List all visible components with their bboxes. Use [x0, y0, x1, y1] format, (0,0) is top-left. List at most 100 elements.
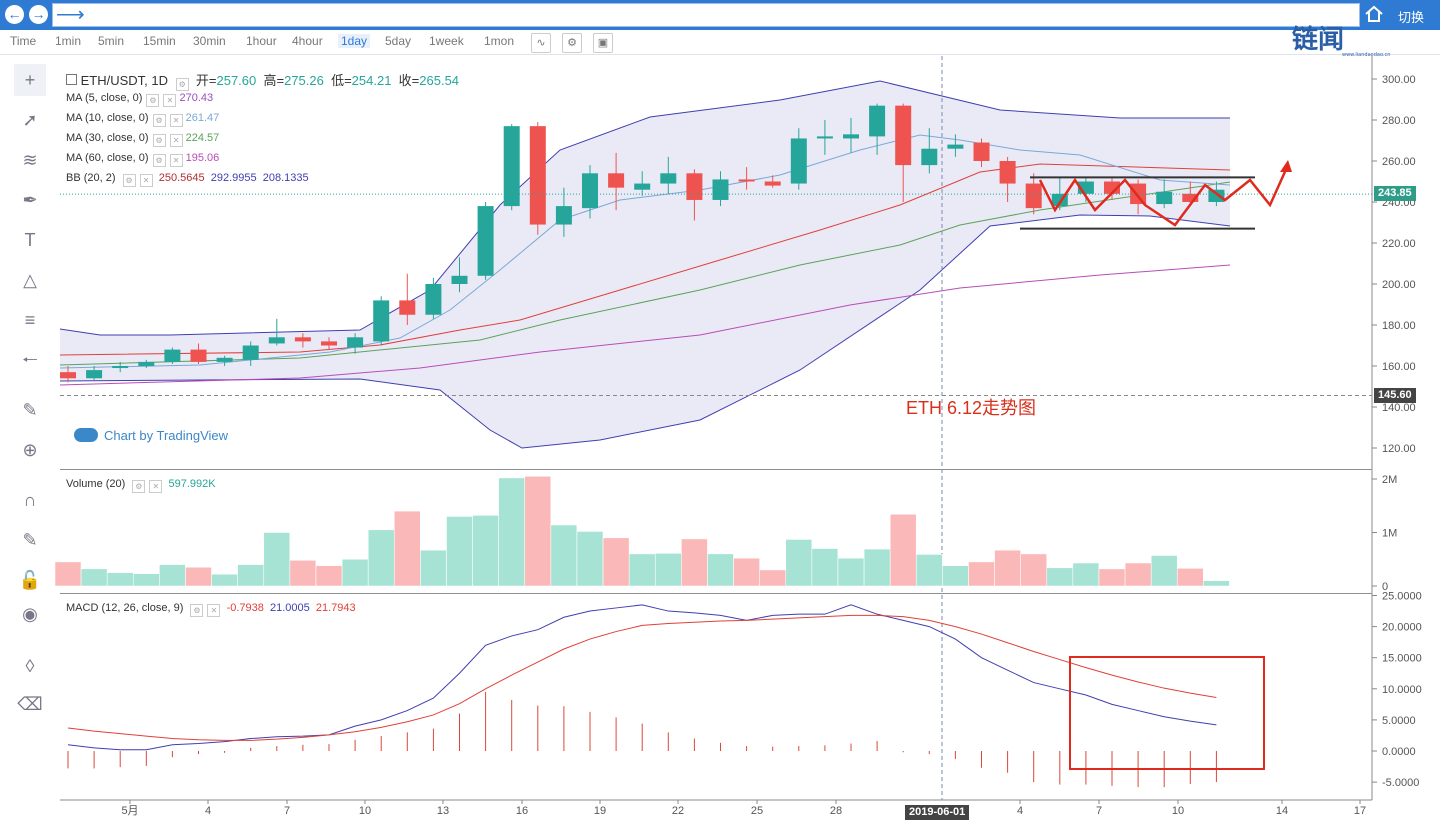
- candle-body: [660, 173, 677, 184]
- forward-arrow-icon[interactable]: →: [29, 5, 48, 24]
- price-tick-label: 280.00: [1382, 115, 1416, 127]
- candle-body: [764, 181, 781, 186]
- close-icon[interactable]: ✕: [163, 94, 177, 107]
- volume-bar: [863, 548, 891, 587]
- timeframe-15min[interactable]: 15min: [143, 34, 176, 48]
- indicator-settings-icon[interactable]: ⚙: [562, 33, 582, 53]
- bollinger-lower-line: [59, 214, 1231, 449]
- timeframe-1min[interactable]: 1min: [55, 34, 82, 48]
- close-icon[interactable]: ✕: [169, 154, 183, 167]
- symbol-label: ETH/USDT, 1D: [80, 73, 169, 88]
- timeframe-1week[interactable]: 1week: [429, 34, 464, 48]
- price-tick-label: 120.00: [1382, 443, 1416, 455]
- fib-icon[interactable]: ≡: [24, 310, 36, 330]
- timeframe-1mon[interactable]: 1mon: [484, 34, 515, 48]
- settings-icon[interactable]: ⚙: [152, 114, 166, 127]
- volume-bar: [420, 549, 447, 587]
- candle-body: [451, 275, 468, 284]
- time-tick-label: 25: [751, 805, 763, 817]
- settings-icon[interactable]: ⚙: [152, 154, 166, 167]
- volume-bar: [237, 564, 264, 587]
- candle-body: [1025, 183, 1042, 209]
- settings-icon[interactable]: ⚙: [122, 174, 136, 187]
- settings-icon[interactable]: ⚙: [132, 480, 146, 493]
- close-icon[interactable]: ✕: [149, 480, 163, 493]
- time-tick-label: 17: [1354, 805, 1366, 817]
- address-bar[interactable]: ⟶: [52, 3, 1360, 27]
- price-tick-label: 260.00: [1382, 156, 1416, 168]
- zoom-in-icon[interactable]: ⊕: [22, 440, 38, 460]
- candle-body: [1130, 183, 1147, 205]
- close-icon[interactable]: ✕: [139, 174, 153, 187]
- switch-button[interactable]: 切换: [1398, 10, 1425, 25]
- eye-icon[interactable]: ◉: [22, 604, 38, 624]
- ma-legend: MA (60, close, 0) ⚙ ✕ 195.06: [66, 152, 219, 167]
- volume-bar: [1072, 562, 1100, 587]
- candle-body: [582, 173, 598, 209]
- volume-bar: [211, 573, 238, 587]
- ruler-icon[interactable]: ✎: [22, 400, 38, 420]
- macd-highlight-box: [1069, 656, 1265, 770]
- volume-bar: [759, 569, 786, 587]
- timeframe-bar: Time 1min 5min 15min 30min 1hour 4hour 1day 5day…: [0, 30, 1440, 55]
- price-tick-label: 300.00: [1382, 74, 1416, 86]
- magnet-icon[interactable]: ∩: [23, 490, 37, 510]
- pane-divider[interactable]: [60, 593, 1372, 594]
- settings-icon[interactable]: ⚙: [152, 134, 166, 147]
- settings-icon[interactable]: ⚙: [175, 78, 189, 91]
- candle-body: [686, 173, 703, 200]
- settings-icon[interactable]: ⚙: [146, 94, 160, 107]
- back-arrow-icon[interactable]: ←: [5, 5, 24, 24]
- candle-body: [190, 349, 207, 362]
- time-tick-label: 28: [830, 805, 842, 817]
- timeframe-30min[interactable]: 30min: [193, 34, 226, 48]
- chart-type-icon[interactable]: ∿: [531, 33, 551, 53]
- volume-bar: [681, 538, 708, 587]
- text-tool-icon[interactable]: T: [24, 230, 36, 250]
- timeframe-time[interactable]: Time: [10, 34, 37, 48]
- bb-value-1: 250.5645: [158, 172, 205, 184]
- timeframe-1hour[interactable]: 1hour: [246, 34, 277, 48]
- timeframe-5day[interactable]: 5day: [385, 34, 412, 48]
- trend-line-icon[interactable]: ➚: [22, 110, 38, 130]
- candle-body: [895, 105, 912, 166]
- pitchfork-icon[interactable]: ≋: [22, 150, 38, 170]
- arrow-left-icon[interactable]: 🠐: [22, 350, 38, 370]
- fullscreen-icon[interactable]: ▣: [593, 33, 613, 53]
- layers-icon[interactable]: ◊: [25, 656, 35, 676]
- macd-signal-line: [67, 614, 1217, 741]
- time-tick-label: 4: [1017, 805, 1023, 817]
- close-icon[interactable]: ✕: [169, 114, 183, 127]
- timeframe-4hour[interactable]: 4hour: [292, 34, 323, 48]
- timeframe-5min[interactable]: 5min: [98, 34, 125, 48]
- close-icon[interactable]: ✕: [169, 134, 183, 147]
- volume-bar: [655, 553, 682, 587]
- candle-body: [1208, 189, 1225, 202]
- go-arrow-icon[interactable]: ⟶: [56, 4, 85, 26]
- pattern-icon[interactable]: △: [23, 270, 37, 290]
- lock-icon[interactable]: 🔓: [18, 570, 42, 590]
- candle-body: [529, 126, 546, 225]
- timeframe-1day[interactable]: 1day: [338, 34, 371, 48]
- collapse-icon[interactable]: [66, 74, 77, 85]
- ma-red-line: [59, 163, 1231, 356]
- ma-legend-value: 261.47: [185, 112, 220, 124]
- pane-divider[interactable]: [60, 469, 1372, 470]
- macd-tick-label: 25.0000: [1382, 591, 1422, 603]
- brush-icon[interactable]: ✒: [22, 190, 38, 210]
- volume-bar: [628, 553, 656, 587]
- ma-legend: MA (30, close, 0) ⚙ ✕ 224.57: [66, 132, 219, 147]
- crosshair-icon[interactable]: +: [14, 64, 46, 96]
- home-icon[interactable]: [1364, 4, 1384, 24]
- lock-drawing-icon[interactable]: ✎: [22, 530, 38, 550]
- close-icon[interactable]: ✕: [207, 604, 221, 617]
- settings-icon[interactable]: ⚙: [190, 604, 204, 617]
- ma-legend-value: 195.06: [185, 152, 220, 164]
- volume-tick-label: 2M: [1382, 474, 1397, 486]
- candle-body: [869, 105, 886, 137]
- drawing-toolbar: + ➚ ≋ ✒ T △ ≡ 🠐 ✎ ⊕ ∩ ✎ 🔓 ◉ ◊ ⌫: [0, 56, 60, 821]
- trash-icon[interactable]: ⌫: [17, 694, 43, 714]
- candle-body: [503, 126, 520, 207]
- tradingview-watermark[interactable]: Chart by TradingView: [74, 428, 228, 443]
